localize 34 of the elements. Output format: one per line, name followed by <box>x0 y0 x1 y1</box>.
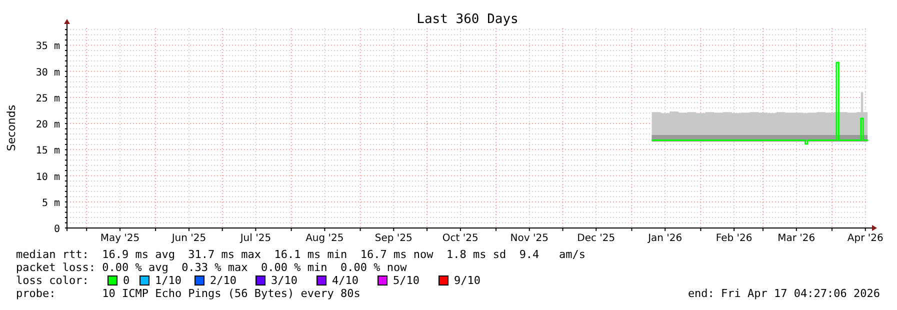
x-tick-label: Dec '25 <box>577 233 616 244</box>
x-tick-label: Jun '25 <box>170 233 206 244</box>
y-tick-label: 5 m <box>42 198 60 209</box>
x-tick-label: Jan '26 <box>647 233 682 244</box>
y-tick-label: 35 m <box>36 41 60 52</box>
legend-label: 0 <box>123 274 130 287</box>
text: packet loss: 0.00 % avg 0.33 % max 0.00 % min 0.00 % now <box>16 261 408 274</box>
y-tick-label: 15 m <box>36 146 60 157</box>
legend-label: 3/10 <box>271 274 298 287</box>
y-tick-label: 25 m <box>36 93 60 104</box>
x-tick-label: Oct '25 <box>442 233 478 244</box>
y-tick-label: 10 m <box>36 172 60 183</box>
text: end: Fri Apr 17 04:27:06 2026 <box>688 287 880 300</box>
x-tick-label: Sep '25 <box>374 233 412 244</box>
y-tick-label: 20 m <box>36 120 60 131</box>
x-tick-label: May '25 <box>100 233 140 244</box>
x-tick-label: Aug '25 <box>306 233 344 244</box>
legend-label: 9/10 <box>454 274 480 287</box>
x-tick-label: Nov '25 <box>510 233 548 244</box>
x-tick-label: Apr '26 <box>847 233 884 244</box>
legend-label: 1/10 <box>155 274 182 287</box>
x-tick-label: Mar '26 <box>778 233 816 244</box>
legend-label: 4/10 <box>332 274 358 287</box>
text: median rtt: 16.9 ms avg 31.7 ms max 16.1 ms min 16.7 ms now 1.8 ms sd 9.4 am/s <box>16 248 586 261</box>
y-axis-title: Seconds <box>5 104 18 152</box>
y-tick-label: 30 m <box>36 67 60 78</box>
text: probe: 10 ICMP Echo Pings (56 Bytes) every 80s <box>16 287 360 300</box>
legend-label: 5/10 <box>393 274 420 287</box>
legend-title: loss color: <box>16 274 89 287</box>
x-tick-label: Jul '25 <box>239 233 272 244</box>
x-tick-label: Feb '26 <box>716 233 752 244</box>
legend-label: 2/10 <box>210 274 236 287</box>
y-tick-label: 0 <box>54 224 60 235</box>
chart-title: Last 360 Days <box>416 12 518 27</box>
